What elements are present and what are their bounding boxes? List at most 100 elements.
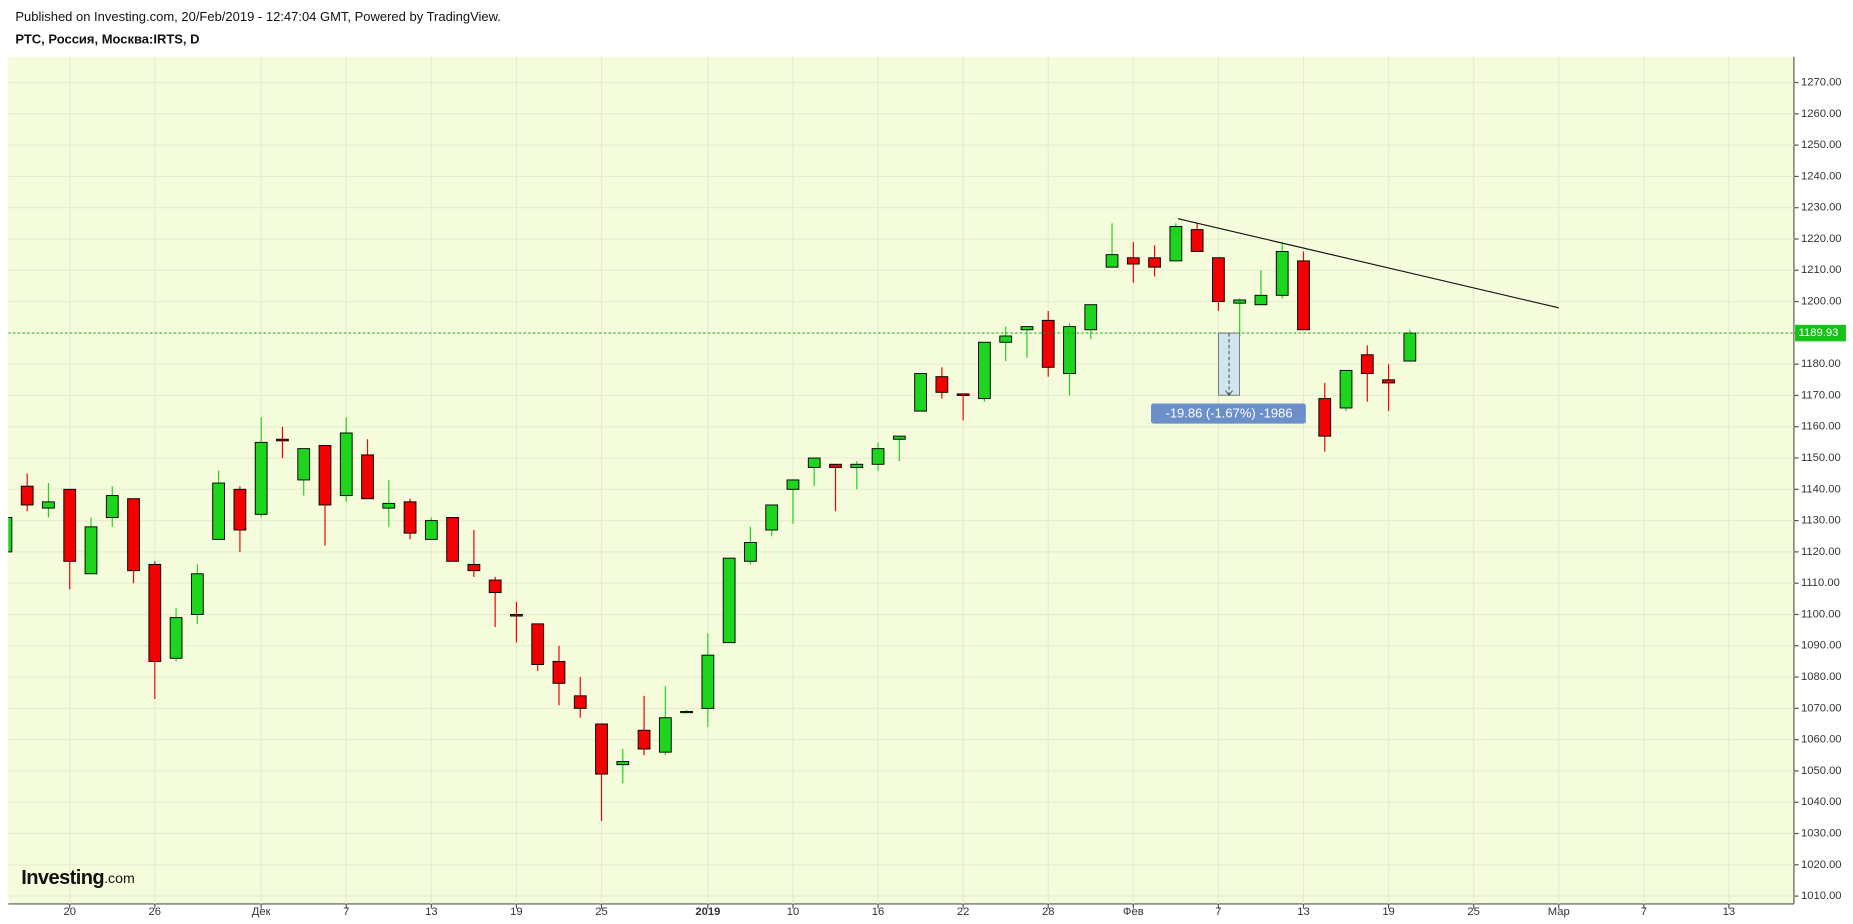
x-tick-label: 19 xyxy=(510,906,522,918)
candle-body xyxy=(637,729,651,750)
y-tick-label: 1150.00 xyxy=(1801,452,1841,464)
candle-body xyxy=(595,723,608,775)
candle-body xyxy=(127,498,140,572)
y-tick-label: 1030.00 xyxy=(1801,827,1842,839)
y-tick-label: 1160.00 xyxy=(1801,421,1841,433)
x-tick-label: 10 xyxy=(787,906,799,918)
candle-body xyxy=(276,438,289,442)
candle-body xyxy=(20,485,34,506)
candle-body xyxy=(1233,299,1247,304)
y-tick-label: 1230.00 xyxy=(1801,202,1842,214)
measure-label: -19.86 (-1.67%) -1986 xyxy=(1166,406,1293,421)
x-tick-label: 25 xyxy=(1467,906,1479,918)
x-tick-label: 7 xyxy=(343,906,349,918)
candle-body xyxy=(148,563,162,662)
candle-body xyxy=(914,373,927,412)
candle-body xyxy=(871,448,885,465)
candle-body xyxy=(658,717,672,753)
measure-label-box xyxy=(1151,403,1306,424)
y-tick-label: 1200.00 xyxy=(1801,296,1842,308)
logo-suffix: .com xyxy=(104,871,135,887)
y-tick-label: 1020.00 xyxy=(1801,859,1842,871)
candle-body xyxy=(1020,326,1034,331)
candle-body xyxy=(1190,229,1204,252)
x-tick-label: 22 xyxy=(957,906,969,918)
x-tick-label: 25 xyxy=(595,906,607,918)
candle-body xyxy=(807,457,821,468)
candle-body xyxy=(1403,332,1417,362)
candle-body xyxy=(63,488,77,562)
candle-body xyxy=(722,557,736,644)
last-price-box xyxy=(1795,324,1846,342)
candle-body xyxy=(361,454,374,500)
candle-body xyxy=(829,463,842,468)
candle-body xyxy=(1126,257,1140,265)
y-tick-label: 1250.00 xyxy=(1801,139,1842,151)
candle-body xyxy=(1084,304,1098,331)
candle-body xyxy=(552,660,566,684)
y-tick-label: 1210.00 xyxy=(1801,264,1842,276)
x-tick-label: 13 xyxy=(1723,906,1735,918)
candle-body xyxy=(8,517,13,553)
candle-body xyxy=(446,517,459,562)
candle-body xyxy=(1339,369,1353,409)
y-tick-label: 1270.00 xyxy=(1801,77,1842,89)
candle-body xyxy=(1063,326,1076,375)
candle-body xyxy=(892,435,906,440)
y-tick-label: 1140.00 xyxy=(1801,483,1841,495)
y-tick-label: 1260.00 xyxy=(1801,108,1842,120)
marks: -19.86 (-1.67%) -1986 xyxy=(8,218,1794,821)
y-tick-label: 1220.00 xyxy=(1801,233,1842,245)
candle-body xyxy=(786,479,800,490)
candle-body xyxy=(297,448,311,481)
candle-body xyxy=(680,711,693,714)
logo: Investing.com xyxy=(21,867,135,889)
candle-body xyxy=(616,761,630,766)
x-tick-label: 7 xyxy=(1641,906,1647,918)
candle-body xyxy=(744,542,757,562)
candle-body xyxy=(169,617,183,659)
candle-body xyxy=(488,579,502,594)
candle-body xyxy=(1254,294,1268,306)
y-tick-label: 1120.00 xyxy=(1801,546,1841,558)
y-tick-label: 1240.00 xyxy=(1801,170,1842,182)
y-tick-label: 1090.00 xyxy=(1801,640,1842,652)
candle-body xyxy=(382,502,396,509)
y-tick-label: 1010.00 xyxy=(1801,890,1842,902)
y-tick-label: 1080.00 xyxy=(1801,671,1842,683)
logo-name: Investing xyxy=(21,867,104,889)
candle-body xyxy=(1275,251,1289,296)
candle-body xyxy=(424,520,438,540)
candle-body xyxy=(403,501,417,534)
candle-body xyxy=(573,695,587,709)
last-price-label: 1189.93 xyxy=(1799,327,1839,339)
candle-body xyxy=(339,432,353,497)
candle-body xyxy=(1297,260,1310,331)
candle-body xyxy=(1041,319,1055,368)
y-tick-label: 1180.00 xyxy=(1801,358,1841,370)
x-tick-label: 26 xyxy=(149,906,161,918)
candle-body xyxy=(935,376,949,393)
candle-body xyxy=(765,504,779,531)
candle-body xyxy=(233,488,247,531)
axes: 1010.00 1020.00 1030.00 1040.00 1050.00 1060.… xyxy=(63,77,1846,918)
candle-body xyxy=(956,393,970,396)
candle-body xyxy=(190,573,204,615)
y-tick-label: 1130.00 xyxy=(1801,515,1841,527)
y-tick-label: 1060.00 xyxy=(1801,734,1842,746)
y-tick-label: 1040.00 xyxy=(1801,796,1842,808)
x-tick-label: 20 xyxy=(63,906,75,918)
candle-body xyxy=(510,614,523,617)
published-note: Published on Investing.com, 20/Feb/2019 … xyxy=(15,9,501,24)
x-tick-label: 19 xyxy=(1382,906,1394,918)
candle-body xyxy=(212,482,226,540)
x-tick-label: 28 xyxy=(1042,906,1054,918)
candle-body xyxy=(1212,257,1225,303)
candle-body xyxy=(850,463,864,468)
y-tick-label: 1100.00 xyxy=(1801,608,1841,620)
x-tick-label: 7 xyxy=(1215,906,1221,918)
trend-line xyxy=(1177,218,1559,309)
candle-body xyxy=(1105,254,1119,268)
